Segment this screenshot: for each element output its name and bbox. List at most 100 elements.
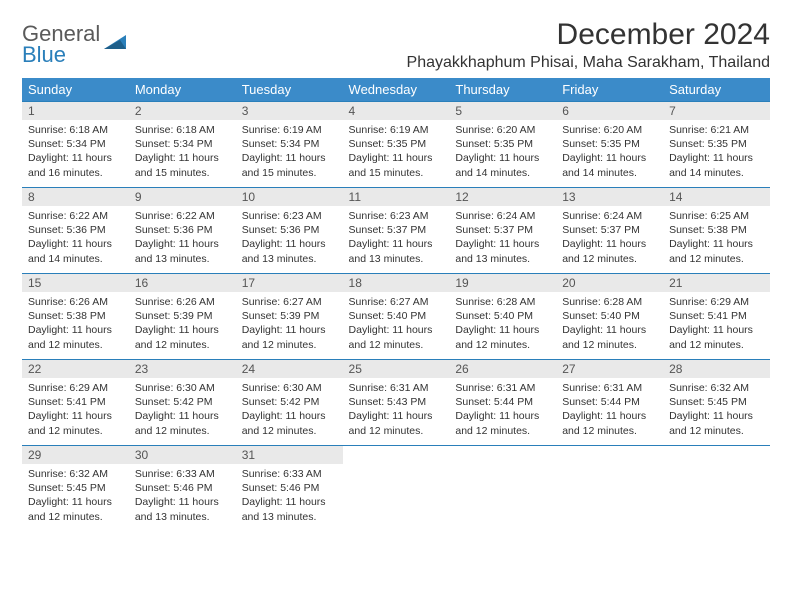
day-info: Sunrise: 6:32 AMSunset: 5:45 PMDaylight:… xyxy=(663,378,770,444)
title-block: December 2024 Phayakkhaphum Phisai, Maha… xyxy=(407,18,770,72)
day-number: 21 xyxy=(663,274,770,292)
day-info: Sunrise: 6:29 AMSunset: 5:41 PMDaylight:… xyxy=(22,378,129,444)
calendar-week-row: 29Sunrise: 6:32 AMSunset: 5:45 PMDayligh… xyxy=(22,446,770,532)
weekday-header-row: Sunday Monday Tuesday Wednesday Thursday… xyxy=(22,78,770,102)
calendar-cell: 18Sunrise: 6:27 AMSunset: 5:40 PMDayligh… xyxy=(343,274,450,360)
day-info: Sunrise: 6:27 AMSunset: 5:39 PMDaylight:… xyxy=(236,292,343,358)
weekday-header: Sunday xyxy=(22,78,129,102)
day-info: Sunrise: 6:26 AMSunset: 5:39 PMDaylight:… xyxy=(129,292,236,358)
calendar-cell: 27Sunrise: 6:31 AMSunset: 5:44 PMDayligh… xyxy=(556,360,663,446)
day-number: 28 xyxy=(663,360,770,378)
calendar-cell xyxy=(556,446,663,532)
day-number: 31 xyxy=(236,446,343,464)
month-title: December 2024 xyxy=(407,18,770,52)
day-info: Sunrise: 6:33 AMSunset: 5:46 PMDaylight:… xyxy=(129,464,236,530)
brand-logo: General Blue xyxy=(22,24,128,66)
day-number: 26 xyxy=(449,360,556,378)
day-info: Sunrise: 6:30 AMSunset: 5:42 PMDaylight:… xyxy=(129,378,236,444)
day-number: 17 xyxy=(236,274,343,292)
calendar-cell xyxy=(449,446,556,532)
day-number: 19 xyxy=(449,274,556,292)
calendar-cell: 6Sunrise: 6:20 AMSunset: 5:35 PMDaylight… xyxy=(556,102,663,188)
calendar-cell: 17Sunrise: 6:27 AMSunset: 5:39 PMDayligh… xyxy=(236,274,343,360)
day-number: 3 xyxy=(236,102,343,120)
day-info: Sunrise: 6:27 AMSunset: 5:40 PMDaylight:… xyxy=(343,292,450,358)
calendar-cell: 10Sunrise: 6:23 AMSunset: 5:36 PMDayligh… xyxy=(236,188,343,274)
day-number: 13 xyxy=(556,188,663,206)
day-info: Sunrise: 6:22 AMSunset: 5:36 PMDaylight:… xyxy=(22,206,129,272)
day-number: 22 xyxy=(22,360,129,378)
brand-word-2: Blue xyxy=(22,45,100,66)
calendar-week-row: 22Sunrise: 6:29 AMSunset: 5:41 PMDayligh… xyxy=(22,360,770,446)
weekday-header: Friday xyxy=(556,78,663,102)
brand-triangle-icon xyxy=(102,29,128,60)
calendar-week-row: 8Sunrise: 6:22 AMSunset: 5:36 PMDaylight… xyxy=(22,188,770,274)
day-info: Sunrise: 6:18 AMSunset: 5:34 PMDaylight:… xyxy=(22,120,129,186)
day-number: 1 xyxy=(22,102,129,120)
weekday-header: Monday xyxy=(129,78,236,102)
day-number: 30 xyxy=(129,446,236,464)
day-number: 16 xyxy=(129,274,236,292)
day-info: Sunrise: 6:23 AMSunset: 5:36 PMDaylight:… xyxy=(236,206,343,272)
day-number: 9 xyxy=(129,188,236,206)
calendar-cell: 21Sunrise: 6:29 AMSunset: 5:41 PMDayligh… xyxy=(663,274,770,360)
day-number: 20 xyxy=(556,274,663,292)
day-number: 12 xyxy=(449,188,556,206)
calendar-cell: 15Sunrise: 6:26 AMSunset: 5:38 PMDayligh… xyxy=(22,274,129,360)
location-line: Phayakkhaphum Phisai, Maha Sarakham, Tha… xyxy=(407,54,770,72)
day-info: Sunrise: 6:22 AMSunset: 5:36 PMDaylight:… xyxy=(129,206,236,272)
calendar-cell: 1Sunrise: 6:18 AMSunset: 5:34 PMDaylight… xyxy=(22,102,129,188)
day-number: 14 xyxy=(663,188,770,206)
weekday-header: Thursday xyxy=(449,78,556,102)
day-info: Sunrise: 6:21 AMSunset: 5:35 PMDaylight:… xyxy=(663,120,770,186)
calendar-cell: 12Sunrise: 6:24 AMSunset: 5:37 PMDayligh… xyxy=(449,188,556,274)
calendar-cell: 13Sunrise: 6:24 AMSunset: 5:37 PMDayligh… xyxy=(556,188,663,274)
calendar-table: Sunday Monday Tuesday Wednesday Thursday… xyxy=(22,78,770,532)
calendar-cell: 11Sunrise: 6:23 AMSunset: 5:37 PMDayligh… xyxy=(343,188,450,274)
day-number: 25 xyxy=(343,360,450,378)
calendar-cell: 3Sunrise: 6:19 AMSunset: 5:34 PMDaylight… xyxy=(236,102,343,188)
day-info: Sunrise: 6:28 AMSunset: 5:40 PMDaylight:… xyxy=(449,292,556,358)
day-info: Sunrise: 6:31 AMSunset: 5:44 PMDaylight:… xyxy=(449,378,556,444)
day-info: Sunrise: 6:31 AMSunset: 5:43 PMDaylight:… xyxy=(343,378,450,444)
day-info: Sunrise: 6:19 AMSunset: 5:34 PMDaylight:… xyxy=(236,120,343,186)
calendar-cell: 19Sunrise: 6:28 AMSunset: 5:40 PMDayligh… xyxy=(449,274,556,360)
day-number: 4 xyxy=(343,102,450,120)
day-info: Sunrise: 6:30 AMSunset: 5:42 PMDaylight:… xyxy=(236,378,343,444)
day-number: 27 xyxy=(556,360,663,378)
calendar-cell: 14Sunrise: 6:25 AMSunset: 5:38 PMDayligh… xyxy=(663,188,770,274)
day-info: Sunrise: 6:26 AMSunset: 5:38 PMDaylight:… xyxy=(22,292,129,358)
day-number: 6 xyxy=(556,102,663,120)
day-number: 5 xyxy=(449,102,556,120)
day-number: 23 xyxy=(129,360,236,378)
calendar-cell: 26Sunrise: 6:31 AMSunset: 5:44 PMDayligh… xyxy=(449,360,556,446)
calendar-cell: 20Sunrise: 6:28 AMSunset: 5:40 PMDayligh… xyxy=(556,274,663,360)
calendar-cell: 23Sunrise: 6:30 AMSunset: 5:42 PMDayligh… xyxy=(129,360,236,446)
calendar-cell: 29Sunrise: 6:32 AMSunset: 5:45 PMDayligh… xyxy=(22,446,129,532)
day-number: 8 xyxy=(22,188,129,206)
calendar-cell: 9Sunrise: 6:22 AMSunset: 5:36 PMDaylight… xyxy=(129,188,236,274)
calendar-cell: 7Sunrise: 6:21 AMSunset: 5:35 PMDaylight… xyxy=(663,102,770,188)
calendar-cell xyxy=(343,446,450,532)
day-number: 18 xyxy=(343,274,450,292)
day-number: 15 xyxy=(22,274,129,292)
calendar-week-row: 1Sunrise: 6:18 AMSunset: 5:34 PMDaylight… xyxy=(22,102,770,188)
day-info: Sunrise: 6:29 AMSunset: 5:41 PMDaylight:… xyxy=(663,292,770,358)
day-info: Sunrise: 6:24 AMSunset: 5:37 PMDaylight:… xyxy=(449,206,556,272)
calendar-week-row: 15Sunrise: 6:26 AMSunset: 5:38 PMDayligh… xyxy=(22,274,770,360)
calendar-cell: 31Sunrise: 6:33 AMSunset: 5:46 PMDayligh… xyxy=(236,446,343,532)
day-info: Sunrise: 6:18 AMSunset: 5:34 PMDaylight:… xyxy=(129,120,236,186)
day-number: 29 xyxy=(22,446,129,464)
day-info: Sunrise: 6:19 AMSunset: 5:35 PMDaylight:… xyxy=(343,120,450,186)
calendar-cell: 4Sunrise: 6:19 AMSunset: 5:35 PMDaylight… xyxy=(343,102,450,188)
day-number: 7 xyxy=(663,102,770,120)
weekday-header: Tuesday xyxy=(236,78,343,102)
calendar-cell: 28Sunrise: 6:32 AMSunset: 5:45 PMDayligh… xyxy=(663,360,770,446)
day-number: 10 xyxy=(236,188,343,206)
calendar-cell: 30Sunrise: 6:33 AMSunset: 5:46 PMDayligh… xyxy=(129,446,236,532)
header: General Blue December 2024 Phayakkhaphum… xyxy=(22,18,770,72)
day-info: Sunrise: 6:32 AMSunset: 5:45 PMDaylight:… xyxy=(22,464,129,530)
weekday-header: Saturday xyxy=(663,78,770,102)
day-info: Sunrise: 6:25 AMSunset: 5:38 PMDaylight:… xyxy=(663,206,770,272)
calendar-cell: 16Sunrise: 6:26 AMSunset: 5:39 PMDayligh… xyxy=(129,274,236,360)
